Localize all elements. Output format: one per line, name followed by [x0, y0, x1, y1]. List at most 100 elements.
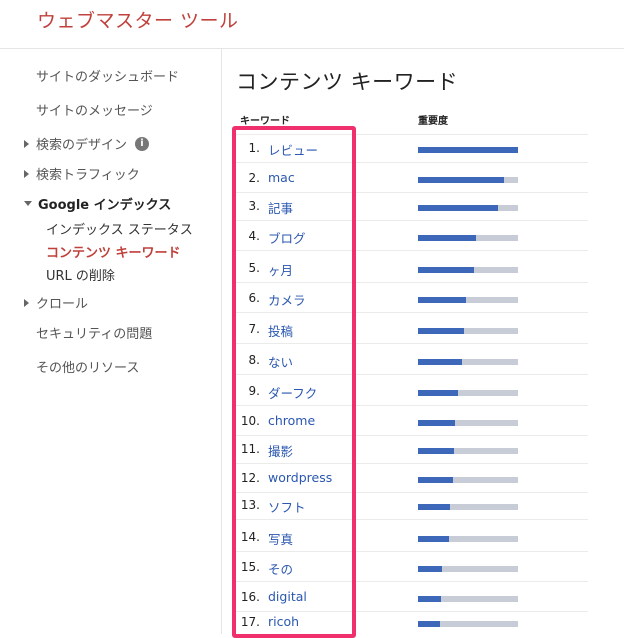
row-rank: 8.	[248, 353, 260, 367]
importance-bar-fill	[418, 359, 462, 365]
row-divider	[236, 581, 588, 582]
importance-bar-fill	[418, 477, 453, 483]
sidebar-item-search-appearance[interactable]: 検索のデザイン i	[24, 134, 150, 153]
row-rank: 3.	[248, 199, 260, 213]
sidebar-divider	[221, 49, 222, 634]
importance-bar-track	[418, 504, 518, 510]
importance-bar-fill	[418, 235, 476, 241]
sidebar-item-google-index[interactable]: Google インデックス	[24, 194, 171, 213]
sidebar-item-label: その他のリソース	[36, 361, 140, 376]
importance-bar-fill	[418, 390, 458, 396]
expand-arrow-icon	[24, 139, 29, 148]
sidebar-item-search-traffic[interactable]: 検索トラフィック	[24, 164, 140, 183]
row-divider	[236, 551, 588, 552]
row-rank: 2.	[248, 171, 260, 185]
importance-bar-fill	[418, 177, 504, 183]
importance-bar-track	[418, 205, 518, 211]
sidebar-item-site-dashboard[interactable]: サイトのダッシュボード	[36, 66, 179, 85]
sidebar-item-security-issues[interactable]: セキュリティの問題	[36, 323, 152, 342]
importance-bar-track	[418, 177, 518, 183]
importance-bar-track	[418, 328, 518, 334]
row-rank: 9.	[248, 384, 260, 398]
keyword-link[interactable]: mac	[268, 170, 295, 185]
sidebar-item-label: クロール	[36, 297, 89, 312]
sidebar-item-label: URL の削除	[46, 269, 115, 284]
keyword-link[interactable]: 記事	[268, 201, 294, 216]
importance-bar-fill	[418, 596, 441, 602]
importance-bar-track	[418, 359, 518, 365]
sidebar-item-label: 検索のデザイン	[36, 138, 128, 153]
keyword-link[interactable]: レビュー	[268, 143, 319, 158]
column-header-keyword: キーワード	[240, 116, 290, 127]
row-divider	[236, 162, 588, 163]
row-rank: 7.	[248, 322, 260, 336]
row-divider	[236, 343, 588, 344]
row-divider	[236, 405, 588, 406]
keyword-link[interactable]: ない	[268, 355, 294, 370]
keyword-link[interactable]: 撮影	[268, 444, 294, 459]
sidebar-subitem-index-status[interactable]: インデックス ステータス	[46, 219, 193, 238]
row-rank: 12.	[240, 471, 260, 485]
importance-bar-fill	[418, 448, 454, 454]
importance-bar-track	[418, 536, 518, 542]
row-divider	[236, 220, 588, 221]
row-rank: 16.	[240, 590, 260, 604]
importance-bar-fill	[418, 147, 518, 153]
row-divider	[236, 374, 588, 375]
sidebar-item-label: インデックス ステータス	[46, 223, 193, 238]
importance-bar-track	[418, 566, 518, 572]
row-divider	[236, 192, 588, 193]
keyword-link[interactable]: digital	[268, 589, 307, 604]
keyword-link[interactable]: ソフト	[268, 500, 306, 515]
sidebar-item-label: サイトのダッシュボード	[36, 70, 180, 85]
column-header-importance: 重要度	[418, 116, 448, 127]
row-divider	[236, 312, 588, 313]
importance-bar-track	[418, 147, 518, 153]
keyword-link[interactable]: カメラ	[268, 293, 306, 308]
keyword-link[interactable]: ブログ	[268, 231, 306, 246]
keyword-link[interactable]: ricoh	[268, 614, 300, 629]
importance-bar-fill	[418, 205, 498, 211]
row-divider	[236, 250, 588, 251]
row-divider	[236, 282, 588, 283]
importance-bar-track	[418, 477, 518, 483]
info-icon[interactable]: i	[135, 136, 150, 151]
importance-bar-fill	[418, 328, 464, 334]
sidebar-item-crawl[interactable]: クロール	[24, 293, 88, 312]
row-rank: 6.	[248, 291, 260, 305]
keyword-link[interactable]: chrome	[268, 413, 316, 428]
row-rank: 11.	[240, 442, 260, 456]
expand-arrow-icon	[24, 169, 29, 178]
keyword-link[interactable]: ダーフク	[268, 386, 318, 401]
sidebar-item-other-resources[interactable]: その他のリソース	[36, 357, 139, 376]
importance-bar-fill	[418, 297, 466, 303]
app-title[interactable]: ウェブマスター ツール	[37, 10, 239, 32]
importance-bar-track	[418, 235, 518, 241]
row-rank: 5.	[248, 261, 260, 275]
collapse-arrow-icon	[24, 201, 32, 206]
row-divider	[236, 463, 588, 464]
importance-bar-track	[418, 267, 518, 273]
sidebar-item-label: Google インデックス	[38, 198, 172, 213]
table-header-divider	[236, 134, 588, 135]
keyword-link[interactable]: その	[268, 562, 294, 577]
sidebar-item-site-messages[interactable]: サイトのメッセージ	[36, 100, 153, 119]
page-title: コンテンツ キーワード	[236, 70, 459, 94]
importance-bar-track	[418, 448, 518, 454]
importance-bar-fill	[418, 621, 440, 627]
keyword-link[interactable]: ヶ月	[268, 263, 294, 278]
expand-arrow-icon	[24, 298, 29, 307]
header-divider	[0, 48, 624, 49]
keyword-link[interactable]: 写真	[268, 532, 294, 547]
row-divider	[236, 611, 588, 612]
highlight-annotation	[232, 126, 356, 638]
keyword-link[interactable]: 投稿	[268, 324, 294, 339]
sidebar-item-label: サイトのメッセージ	[36, 104, 153, 119]
row-rank: 17.	[240, 615, 260, 629]
importance-bar-track	[418, 297, 518, 303]
keyword-link[interactable]: wordpress	[268, 470, 333, 485]
importance-bar-track	[418, 420, 518, 426]
sidebar-item-label: 検索トラフィック	[36, 168, 140, 183]
sidebar-subitem-remove-urls[interactable]: URL の削除	[46, 265, 115, 284]
sidebar-subitem-content-keywords[interactable]: コンテンツ キーワード	[46, 242, 181, 261]
